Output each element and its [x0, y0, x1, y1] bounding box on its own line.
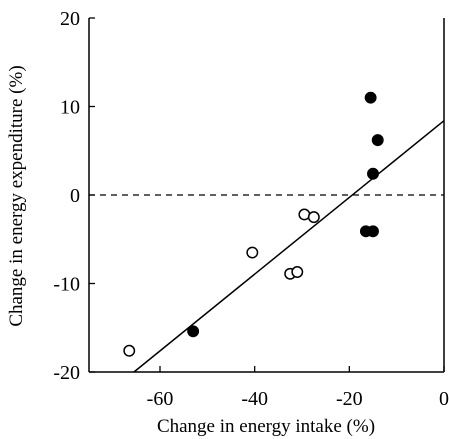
regression-line [133, 120, 445, 373]
filled-data-point [364, 91, 377, 104]
filled-data-point [367, 225, 379, 238]
y-tick-label: 20 [60, 8, 80, 30]
x-tick-label: -20 [336, 388, 363, 410]
x-axis-ticks: -60 -40 -20 0 [147, 366, 449, 410]
fit-lines [133, 120, 445, 373]
filled-data-point [187, 325, 200, 338]
open-data-point [291, 266, 304, 278]
x-axis-title: Change in energy intake (%) [157, 416, 375, 437]
y-tick-label: -10 [53, 274, 80, 296]
x-tick-label: -60 [147, 388, 174, 410]
filled-data-point [367, 167, 379, 180]
open-data-point [123, 344, 136, 357]
open-data-point [307, 211, 320, 224]
x-tick-label: -40 [241, 388, 268, 410]
open-data-point [246, 246, 259, 259]
filled-data-point [371, 134, 384, 147]
markers [123, 91, 384, 357]
y-tick-label: 10 [60, 97, 80, 119]
y-tick-label: 0 [70, 185, 80, 207]
y-axis-ticks: 20 10 0 -10 -20 [53, 8, 95, 384]
y-axis-title: Change in energy expenditure (%) [6, 65, 27, 326]
y-tick-label: -20 [53, 362, 80, 384]
x-tick-label: 0 [439, 388, 449, 410]
